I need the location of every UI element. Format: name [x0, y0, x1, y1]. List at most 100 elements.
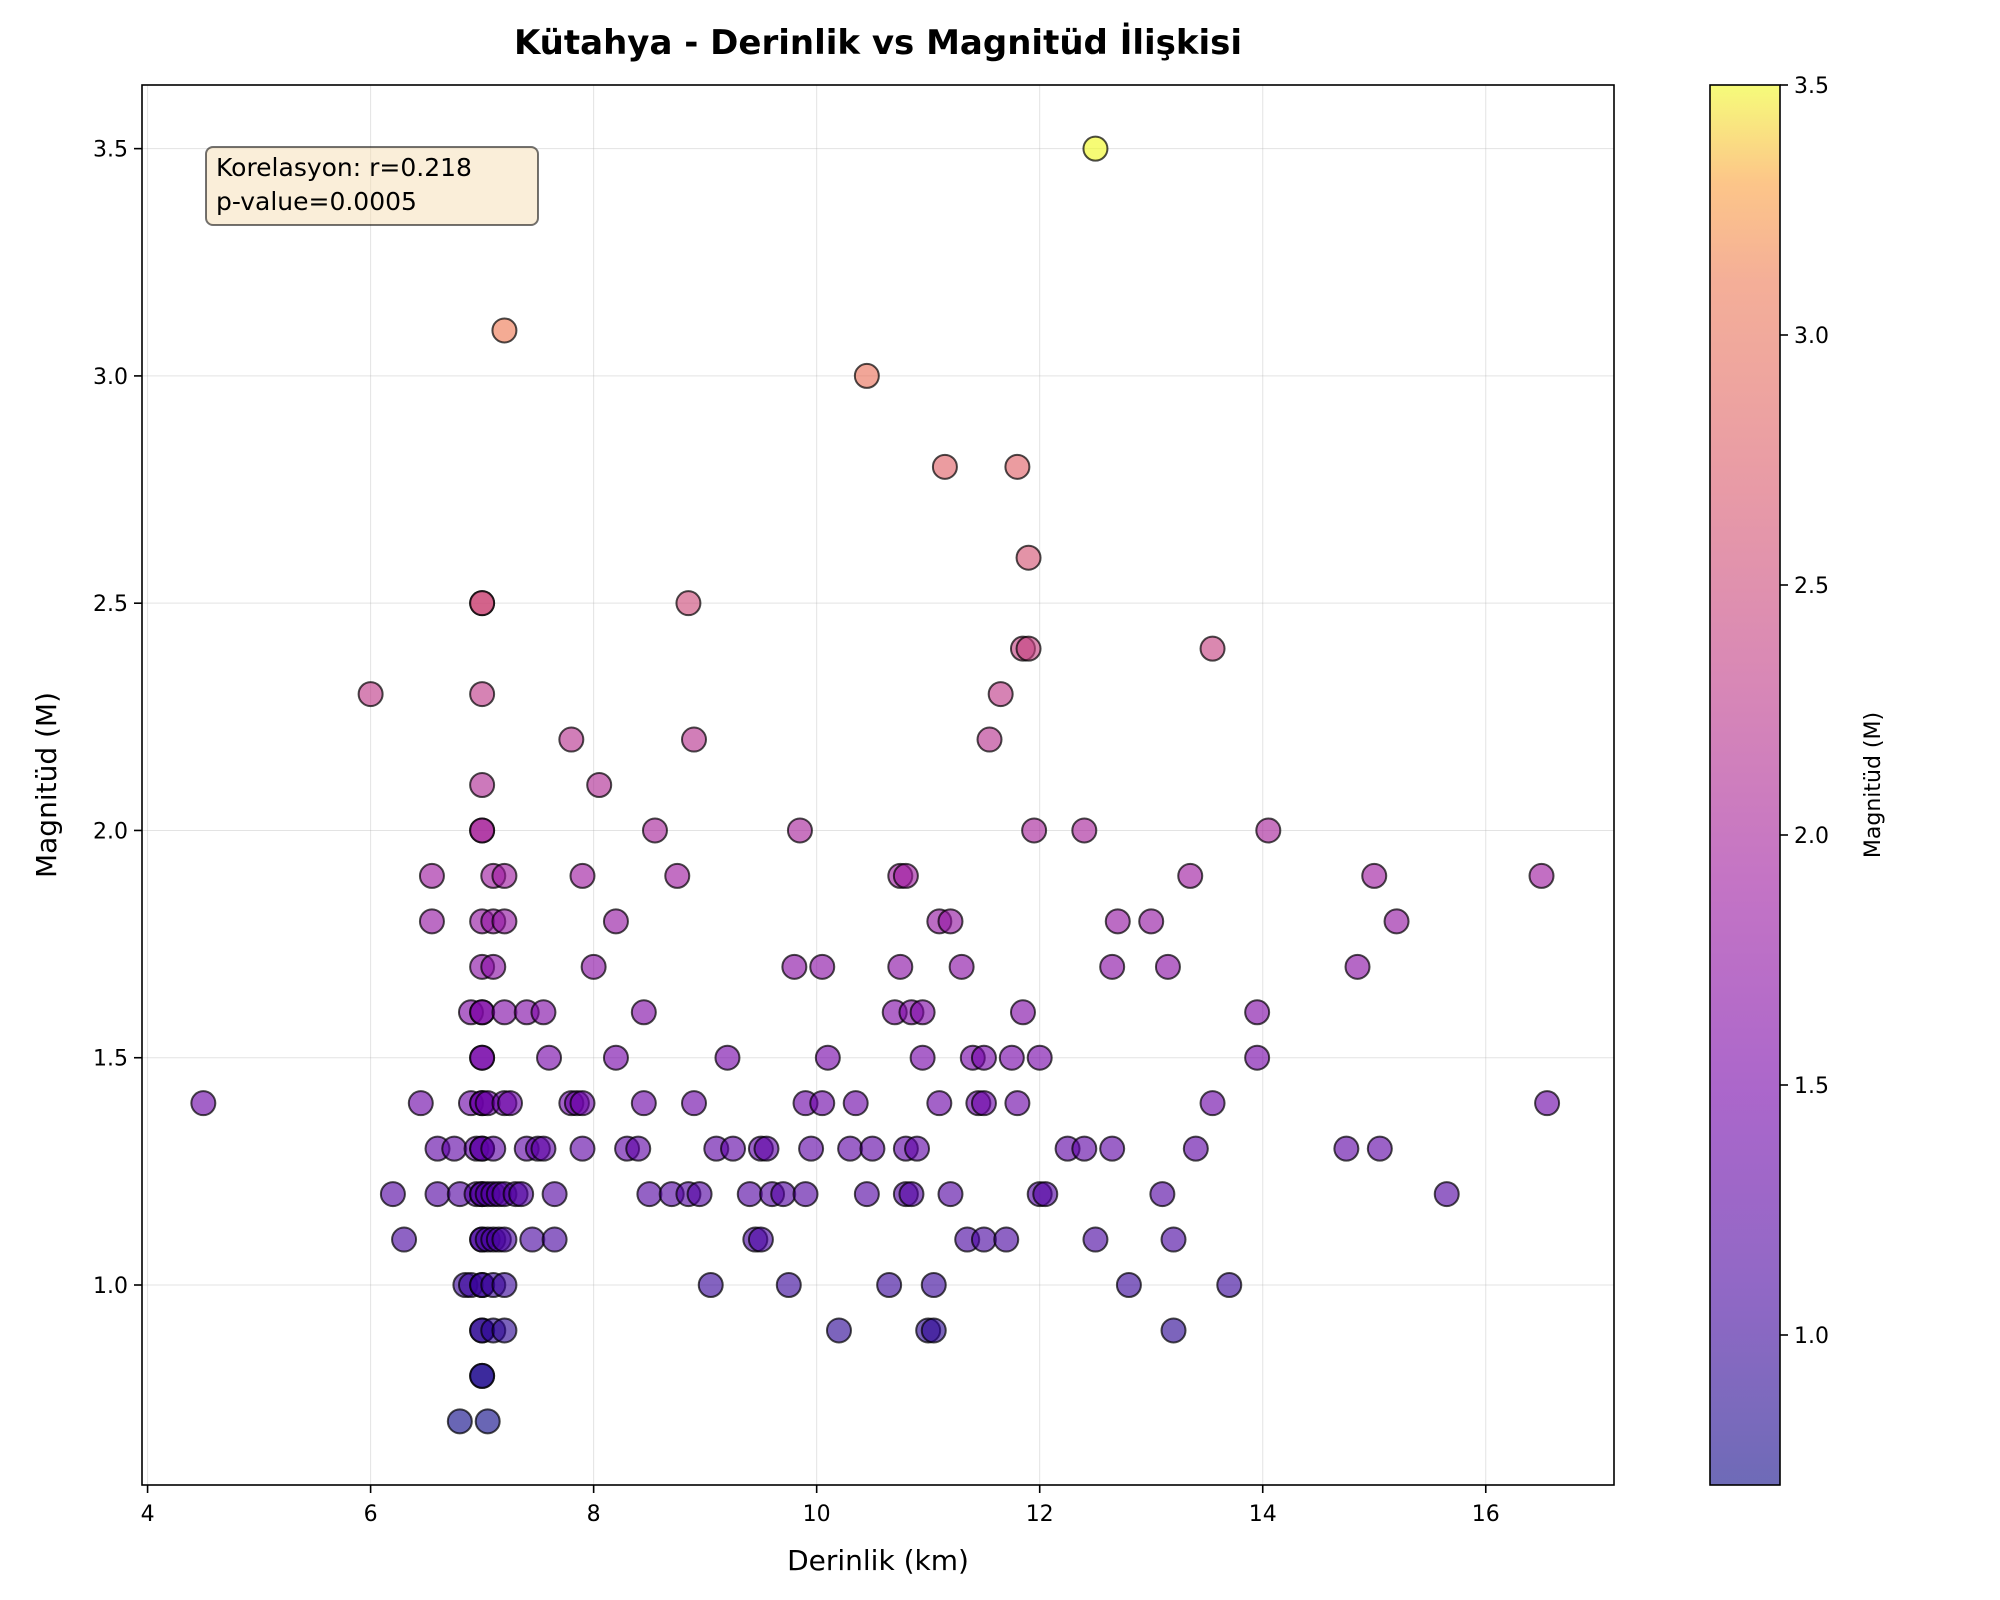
data-point — [1015, 635, 1042, 662]
data-point — [770, 1181, 797, 1208]
data-point — [1534, 1090, 1561, 1117]
data-point — [1104, 908, 1131, 935]
y-tick-label: 1.5 — [93, 1047, 128, 1072]
colorbar-tick-label: 3.5 — [1794, 74, 1829, 99]
data-point — [469, 1044, 496, 1071]
data-point — [625, 1135, 652, 1162]
data-point — [1099, 1135, 1126, 1162]
data-point — [541, 1181, 568, 1208]
data-point — [491, 1272, 518, 1298]
data-point — [480, 1135, 507, 1162]
x-tick-label: 12 — [1026, 1502, 1054, 1527]
data-point — [508, 1181, 535, 1208]
data-point — [825, 1317, 852, 1344]
data-point — [998, 1044, 1025, 1071]
data-point — [931, 453, 958, 480]
data-point — [993, 1226, 1020, 1253]
data-point — [1433, 1181, 1460, 1208]
data-point — [904, 1135, 931, 1162]
colorbar-tick-label: 2.5 — [1794, 574, 1829, 599]
data-point — [558, 726, 585, 753]
data-point — [1009, 999, 1036, 1026]
data-point — [937, 908, 964, 935]
data-point — [602, 908, 629, 935]
data-point — [1082, 135, 1109, 162]
data-point — [876, 1272, 903, 1298]
data-point — [446, 1408, 473, 1435]
data-point — [753, 1135, 780, 1162]
data-point — [469, 1362, 496, 1389]
data-point — [636, 1181, 663, 1208]
annotation-box — [205, 146, 539, 226]
data-point — [1160, 1317, 1187, 1344]
data-point — [697, 1272, 724, 1298]
y-tick-label: 2.0 — [93, 819, 128, 844]
data-point — [1244, 999, 1271, 1026]
data-point — [630, 999, 657, 1026]
data-point — [853, 362, 880, 389]
data-point — [1138, 908, 1165, 935]
data-point — [407, 1090, 434, 1117]
data-point — [1528, 862, 1555, 889]
data-point — [469, 681, 496, 708]
data-point — [1160, 1226, 1187, 1253]
data-point — [1383, 908, 1410, 935]
data-point — [480, 953, 507, 980]
data-point — [1182, 1135, 1209, 1162]
y-axis-label: Magnitüd (M) — [30, 692, 63, 878]
y-tick-label: 3.0 — [93, 365, 128, 390]
data-point — [469, 999, 496, 1026]
data-point — [898, 1181, 925, 1208]
data-point — [781, 953, 808, 980]
data-point — [530, 1135, 557, 1162]
data-point — [469, 772, 496, 798]
plot-frame — [141, 84, 1615, 1486]
data-point — [842, 1090, 869, 1117]
data-point — [920, 1272, 947, 1298]
data-point — [391, 1226, 418, 1253]
data-point — [948, 953, 975, 980]
data-point — [569, 1135, 596, 1162]
data-point — [497, 1090, 523, 1117]
data-point — [1004, 453, 1031, 480]
data-point — [926, 1090, 953, 1117]
x-tick-label: 6 — [364, 1502, 378, 1527]
data-point — [909, 1044, 936, 1071]
colorbar-tick-label: 2.0 — [1794, 824, 1829, 849]
data-point — [491, 999, 518, 1026]
data-point — [681, 726, 707, 753]
data-point — [987, 681, 1014, 708]
data-point — [675, 590, 702, 617]
data-point — [937, 1181, 964, 1208]
data-point — [1149, 1181, 1176, 1208]
data-point — [519, 1226, 546, 1253]
data-point — [580, 953, 607, 980]
y-tick-label: 1.0 — [93, 1274, 128, 1299]
x-axis-label: Derinlik (km) — [787, 1544, 969, 1577]
data-point — [491, 317, 518, 344]
data-point — [664, 862, 691, 889]
colorbar-tick-label: 1.5 — [1794, 1074, 1829, 1099]
colorbar-label: Magnitüd (M) — [1861, 712, 1886, 858]
data-point — [469, 590, 496, 617]
data-point — [970, 1044, 997, 1071]
data-point — [775, 1272, 802, 1298]
correlation-annotation: Korelasyon: r=0.218 p-value=0.0005 — [205, 146, 539, 226]
data-point — [541, 1226, 568, 1253]
data-point — [586, 772, 613, 798]
data-point — [491, 862, 518, 889]
data-point — [1021, 817, 1048, 844]
data-point — [424, 1181, 451, 1208]
data-point — [1244, 1044, 1271, 1071]
data-point — [1177, 862, 1204, 889]
data-point — [681, 1090, 707, 1117]
data-point — [892, 862, 919, 889]
data-point — [1071, 1135, 1098, 1162]
data-point — [1199, 635, 1226, 662]
x-axis-ticks: 4 6 8 10 12 14 16 — [141, 1485, 1500, 1527]
data-point — [809, 953, 836, 980]
colorbar-bar — [1710, 85, 1780, 1485]
data-point — [1032, 1181, 1059, 1208]
data-point — [491, 1317, 518, 1344]
